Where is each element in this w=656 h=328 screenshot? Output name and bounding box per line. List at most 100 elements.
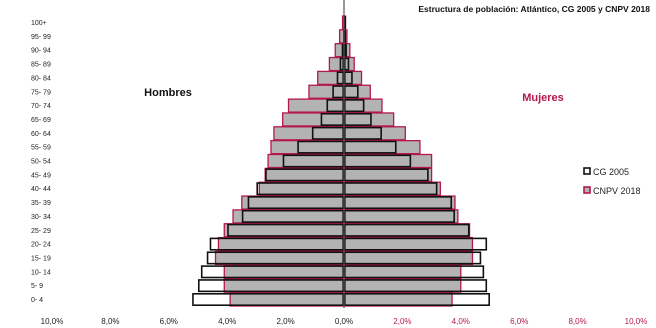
bar-cnpv2018-men bbox=[264, 167, 345, 183]
x-tick-label: 2,0% bbox=[393, 317, 411, 326]
bar-cg2005-women bbox=[343, 182, 438, 196]
bar-cnpv2018-women bbox=[343, 292, 453, 307]
age-group-label: 25- 29 bbox=[31, 228, 51, 235]
bar-cnpv2018-women bbox=[343, 223, 471, 238]
bar-cnpv2018-men bbox=[223, 278, 345, 293]
bar-cg2005-women bbox=[343, 154, 412, 168]
age-group-label: 40- 44 bbox=[31, 186, 51, 193]
age-group-label: 55- 59 bbox=[31, 145, 51, 152]
bar-cg2005-men bbox=[297, 140, 344, 154]
age-group-label: 90- 94 bbox=[31, 48, 51, 55]
age-group-label: 20- 24 bbox=[31, 242, 51, 249]
bar-cg2005-women bbox=[343, 237, 488, 251]
bar-cnpv2018-women bbox=[343, 264, 462, 279]
bar-cg2005-women bbox=[343, 29, 347, 43]
cnpv-2018-bars bbox=[214, 15, 474, 307]
bar-cnpv2018-men bbox=[270, 139, 345, 155]
bar-cg2005-women bbox=[343, 140, 397, 154]
age-group-label: 60- 64 bbox=[31, 131, 51, 138]
bar-cnpv2018-women bbox=[343, 126, 406, 141]
x-axis-ticks: 10,0% 8,0% 6,0% 4,0% 2,0% 0,0% 2,0% 4,0% 6,0% 8,0… bbox=[41, 317, 648, 326]
bar-cg2005-women bbox=[343, 168, 429, 182]
bar-cnpv2018-men bbox=[214, 250, 345, 266]
bar-cg2005-men bbox=[341, 43, 344, 57]
age-group-label: 30- 34 bbox=[31, 214, 51, 221]
age-group-labels: 0- 4 5- 9 10- 14 15- 19 20- 24 25- 29 30- 34 35… bbox=[31, 20, 51, 304]
x-tick-label: 10,0% bbox=[625, 317, 648, 326]
bar-cg2005-women bbox=[343, 251, 482, 265]
bar-cnpv2018-women bbox=[343, 236, 474, 252]
bar-cg2005-women bbox=[343, 15, 347, 29]
bar-cnpv2018-men bbox=[317, 70, 345, 86]
age-group-label: 100+ bbox=[31, 20, 47, 27]
x-tick-label: 8,0% bbox=[568, 317, 586, 326]
chart-title: Estructura de población: Atlántico, CG 2… bbox=[418, 4, 650, 14]
x-tick-label: 6,0% bbox=[160, 317, 178, 326]
bar-cnpv2018-men bbox=[287, 98, 345, 113]
bar-cg2005-women bbox=[343, 223, 470, 237]
bar-cnpv2018-women bbox=[343, 167, 433, 183]
legend-label-cg2005: CG 2005 bbox=[593, 167, 629, 177]
bar-cnpv2018-men bbox=[217, 236, 345, 252]
x-tick-label: 0,0% bbox=[335, 317, 353, 326]
age-group-label: 65- 69 bbox=[31, 117, 51, 124]
legend: CG 2005 CNPV 2018 bbox=[583, 167, 641, 196]
bar-cg2005-men bbox=[339, 57, 345, 71]
bar-cg2005-men bbox=[241, 209, 345, 223]
x-tick-label: 2,0% bbox=[276, 317, 294, 326]
bar-cnpv2018-men bbox=[232, 209, 345, 224]
bar-cg2005-men bbox=[209, 237, 344, 251]
bar-cnpv2018-women bbox=[343, 250, 474, 266]
bar-cg2005-women bbox=[343, 292, 490, 306]
bar-cnpv2018-men bbox=[267, 153, 345, 169]
bar-cnpv2018-women bbox=[343, 139, 421, 155]
age-group-label: 80- 84 bbox=[31, 75, 51, 82]
bar-cnpv2018-women bbox=[343, 209, 459, 224]
bar-cg2005-men bbox=[311, 126, 344, 140]
bar-cnpv2018-women bbox=[343, 112, 395, 127]
bar-cg2005-women bbox=[343, 85, 359, 99]
bar-cg2005-men bbox=[200, 265, 344, 279]
legend-swatch-cg2005 bbox=[583, 167, 591, 175]
bar-cg2005-men bbox=[326, 99, 344, 113]
bar-cnpv2018-men bbox=[328, 56, 345, 72]
x-tick-label: 10,0% bbox=[41, 317, 64, 326]
bar-cg2005-men bbox=[256, 182, 345, 196]
bar-cnpv2018-women bbox=[343, 278, 462, 293]
bar-cnpv2018-men bbox=[282, 112, 345, 127]
age-group-label: 85- 89 bbox=[31, 62, 51, 69]
legend-swatch-cnpv2018 bbox=[583, 186, 591, 194]
bar-cg2005-men bbox=[320, 112, 345, 126]
bar-cg2005-women bbox=[343, 57, 350, 71]
age-group-label: 75- 79 bbox=[31, 89, 51, 96]
bar-cnpv2018-men bbox=[223, 264, 345, 279]
x-tick-label: 4,0% bbox=[452, 317, 470, 326]
age-group-label: 0- 4 bbox=[31, 297, 43, 304]
bar-cnpv2018-women bbox=[343, 181, 442, 196]
bar-cg2005-women bbox=[343, 99, 365, 113]
bar-cnpv2018-men bbox=[229, 292, 345, 307]
bar-cg2005-men bbox=[206, 251, 344, 265]
bar-cg2005-men bbox=[282, 154, 345, 168]
bar-cnpv2018-women bbox=[343, 70, 363, 86]
bar-cg2005-men bbox=[265, 168, 344, 182]
bar-cg2005-women bbox=[343, 43, 347, 57]
bar-cg2005-men bbox=[336, 71, 344, 85]
age-group-label: 15- 19 bbox=[31, 255, 51, 262]
bar-cg2005-women bbox=[343, 209, 455, 223]
bar-cg2005-men bbox=[192, 292, 345, 306]
age-group-label: 70- 74 bbox=[31, 103, 51, 110]
x-tick-label: 4,0% bbox=[218, 317, 236, 326]
x-tick-label: 6,0% bbox=[510, 317, 528, 326]
x-tick-label: 8,0% bbox=[101, 317, 119, 326]
age-group-label: 95- 99 bbox=[31, 34, 51, 41]
bar-cnpv2018-men bbox=[223, 223, 345, 238]
bar-cg2005-men bbox=[332, 85, 344, 99]
age-group-label: 10- 14 bbox=[31, 269, 51, 276]
women-label: Mujeres bbox=[522, 92, 564, 104]
age-group-label: 5- 9 bbox=[31, 283, 43, 290]
bar-cg2005-men bbox=[247, 196, 345, 210]
bar-cg2005-men bbox=[227, 223, 344, 237]
bar-cnpv2018-men bbox=[258, 181, 345, 196]
